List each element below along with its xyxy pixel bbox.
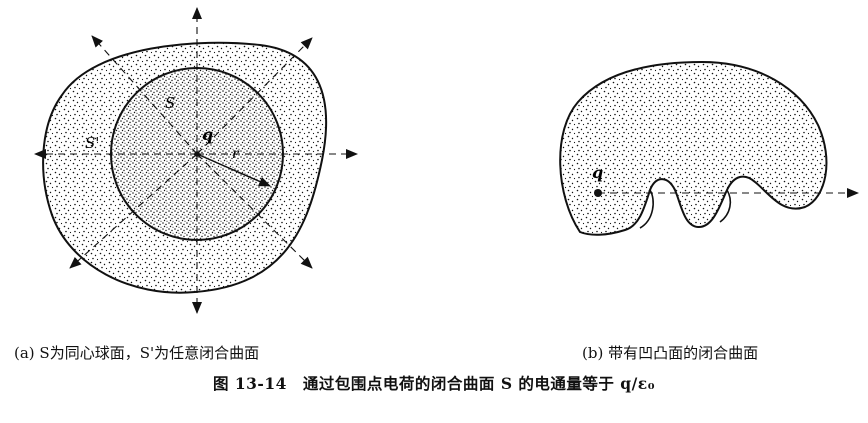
point-charge-q-b bbox=[594, 189, 602, 197]
figure-b: q bbox=[560, 62, 858, 235]
caption-a: (a) S为同心球面，S'为任意闭合曲面 bbox=[14, 342, 259, 363]
caption-b: (b) 带有凹凸面的闭合曲面 bbox=[582, 342, 758, 363]
label-q-b: q bbox=[592, 163, 603, 182]
closed-surface-with-bumps bbox=[560, 62, 826, 235]
figure-caption: 图 13-14 通过包围点电荷的闭合曲面 S 的电通量等于 q/ε₀ bbox=[0, 372, 868, 394]
figure-a: S S' q r bbox=[35, 8, 357, 313]
label-q-a: q bbox=[202, 125, 213, 144]
point-charge-q-a bbox=[194, 151, 200, 157]
label-s-prime: S' bbox=[85, 134, 99, 152]
label-s: S bbox=[165, 94, 175, 112]
